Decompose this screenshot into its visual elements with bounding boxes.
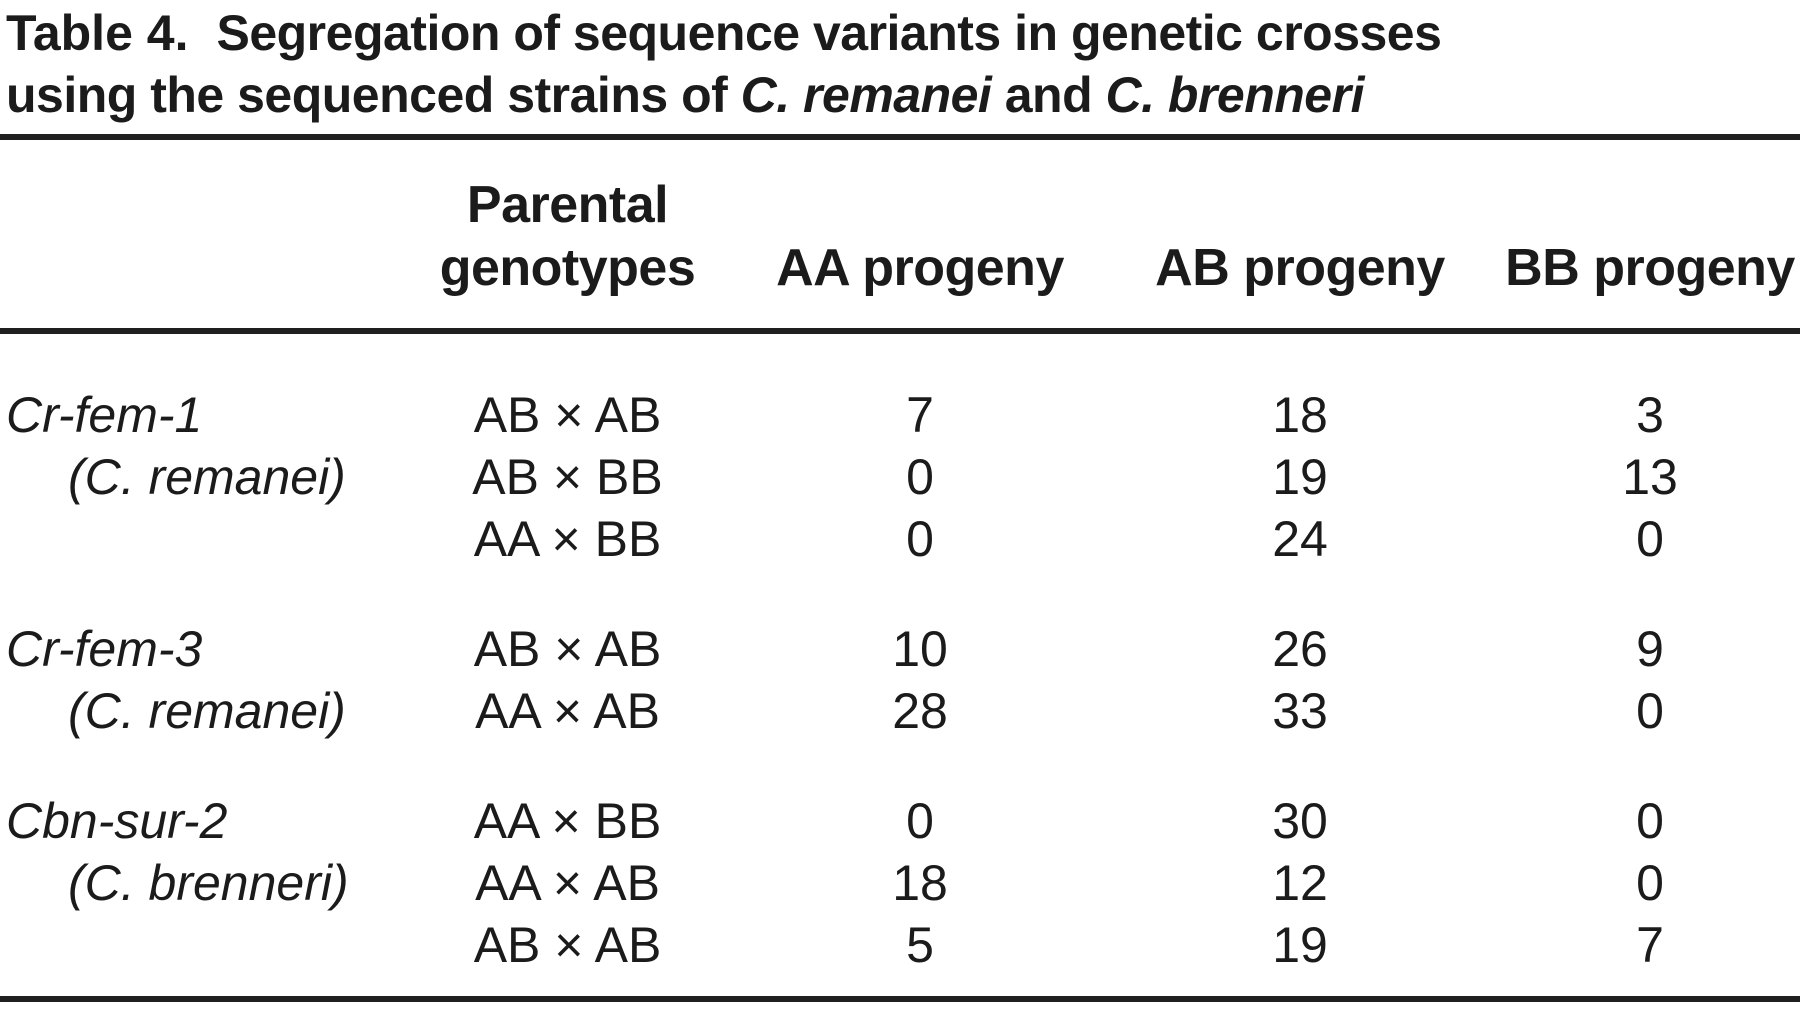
table-caption: Table 4. Segregation of sequence variants… xyxy=(0,0,1800,126)
ab-progeny-cell: 33 xyxy=(1272,683,1328,739)
bottom-rule xyxy=(0,996,1800,1002)
aa-progeny-cell: 0 xyxy=(906,793,934,849)
aa-progeny-cell: 10 xyxy=(892,621,948,677)
caption-line-1: Table 4. Segregation of sequence variants… xyxy=(6,2,1800,64)
bb-progeny-cell: 13 xyxy=(1622,449,1678,505)
species-name-remanei: C. remanei xyxy=(740,67,992,123)
gene-name: (C. brenneri) xyxy=(68,855,349,911)
bb-progeny-cell: 0 xyxy=(1636,511,1664,567)
ab-progeny-cell: 19 xyxy=(1272,449,1328,505)
table-row: Cr-fem-3 AB × AB 10 26 9 xyxy=(0,570,1800,680)
aa-progeny-cell: 28 xyxy=(892,683,948,739)
table-number: Table 4. xyxy=(6,5,189,61)
parental-genotype-cell: AA × AB xyxy=(475,683,660,739)
caption-text-1: Segregation of sequence variants in gene… xyxy=(216,5,1442,61)
table-row: AA × BB 0 24 0 xyxy=(0,508,1800,570)
parental-genotype-cell: AA × BB xyxy=(473,793,662,849)
parental-genotype-cell: AB × BB xyxy=(472,449,663,505)
aa-progeny-cell: 7 xyxy=(906,387,934,443)
header-parental-genotypes: Parental genotypes xyxy=(395,140,740,334)
gene-name: (C. remanei) xyxy=(68,683,346,739)
bb-progeny-cell: 9 xyxy=(1636,621,1664,677)
bb-progeny-cell: 0 xyxy=(1636,793,1664,849)
parental-genotype-cell: AA × BB xyxy=(473,511,662,567)
bb-progeny-cell: 0 xyxy=(1636,855,1664,911)
gene-name: Cr-fem-1 xyxy=(6,387,203,443)
gene-name: Cbn-sur-2 xyxy=(6,793,228,849)
caption-text-3: and xyxy=(991,67,1106,123)
table-row: Cr-fem-1 AB × AB 7 18 3 xyxy=(0,331,1800,446)
ab-progeny-cell: 12 xyxy=(1272,855,1328,911)
top-rule xyxy=(0,134,1800,140)
ab-progeny-cell: 30 xyxy=(1272,793,1328,849)
caption-line-2: using the sequenced strains of C. remane… xyxy=(6,64,1800,126)
bb-progeny-cell: 3 xyxy=(1636,387,1664,443)
table-row: (C. remanei) AB × BB 0 19 13 xyxy=(0,446,1800,508)
ab-progeny-cell: 24 xyxy=(1272,511,1328,567)
aa-progeny-cell: 5 xyxy=(906,917,934,973)
table-row: (C. remanei) AA × AB 28 33 0 xyxy=(0,680,1800,742)
ab-progeny-cell: 19 xyxy=(1272,917,1328,973)
header-bb-progeny: BB progeny xyxy=(1500,140,1800,334)
bb-progeny-cell: 7 xyxy=(1636,917,1664,973)
gene-name xyxy=(0,914,395,976)
species-name-brenneri: C. brenneri xyxy=(1105,67,1365,123)
table-row: (C. brenneri) AA × AB 18 12 0 xyxy=(0,852,1800,914)
header-aa-progeny: AA progeny xyxy=(740,140,1100,334)
header-gene-empty xyxy=(0,140,395,334)
parental-genotype-cell: AB × AB xyxy=(473,917,662,973)
parental-genotype-cell: AB × AB xyxy=(473,387,662,443)
gene-name: (C. remanei) xyxy=(68,449,346,505)
table-header-row: Parental genotypes AA progeny AB progeny… xyxy=(0,140,1800,334)
aa-progeny-cell: 0 xyxy=(906,511,934,567)
parental-genotype-cell: AB × AB xyxy=(473,621,662,677)
caption-text-2: using the sequenced strains of xyxy=(6,67,741,123)
table-row: Cbn-sur-2 AA × BB 0 30 0 xyxy=(0,742,1800,852)
gene-name: Cr-fem-3 xyxy=(6,621,203,677)
header-ab-progeny: AB progeny xyxy=(1100,140,1500,334)
ab-progeny-cell: 26 xyxy=(1272,621,1328,677)
gene-name xyxy=(0,508,395,570)
aa-progeny-cell: 0 xyxy=(906,449,934,505)
ab-progeny-cell: 18 xyxy=(1272,387,1328,443)
aa-progeny-cell: 18 xyxy=(892,855,948,911)
segregation-table: Parental genotypes AA progeny AB progeny… xyxy=(0,140,1800,976)
parental-genotype-cell: AA × AB xyxy=(475,855,660,911)
table-row: AB × AB 5 19 7 xyxy=(0,914,1800,976)
bb-progeny-cell: 0 xyxy=(1636,683,1664,739)
